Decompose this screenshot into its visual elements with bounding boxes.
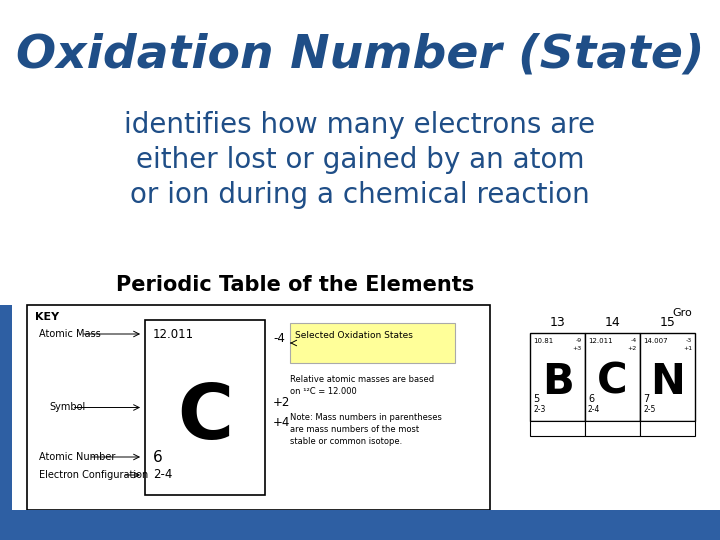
Text: +2: +2 [628, 346, 637, 350]
Text: 7: 7 [643, 394, 649, 404]
Text: Atomic Number: Atomic Number [39, 452, 115, 462]
Bar [640, 421, 695, 436]
Text: 15: 15 [660, 316, 675, 329]
Text: Periodic Table of the Elements: Periodic Table of the Elements [116, 275, 474, 295]
Text: identifies how many electrons are: identifies how many electrons are [125, 111, 595, 139]
Text: 5: 5 [533, 394, 539, 404]
Text: on ¹²C = 12.000: on ¹²C = 12.000 [290, 387, 356, 396]
Text: -4: -4 [273, 332, 285, 345]
Text: Electron Configuration: Electron Configuration [39, 470, 148, 480]
Text: +4: +4 [273, 416, 290, 429]
Text: Selected Oxidation States: Selected Oxidation States [295, 330, 413, 340]
Text: 2-4: 2-4 [153, 469, 172, 482]
Text: 10.81: 10.81 [533, 338, 553, 344]
Text: C: C [177, 381, 233, 455]
Text: are mass numbers of the most: are mass numbers of the most [290, 425, 419, 434]
Text: KEY: KEY [35, 312, 59, 322]
Text: 6: 6 [588, 394, 594, 404]
Bar [585, 421, 640, 436]
Text: N: N [650, 361, 685, 403]
Text: Atomic Mass: Atomic Mass [39, 329, 101, 339]
Text: +3: +3 [572, 346, 582, 350]
Text: +1: +1 [683, 346, 692, 350]
Text: either lost or gained by an atom: either lost or gained by an atom [136, 146, 584, 174]
Text: 2-5: 2-5 [643, 404, 655, 414]
Bar [0, 305, 12, 510]
Text: C: C [597, 361, 628, 403]
Text: Relative atomic masses are based: Relative atomic masses are based [290, 375, 434, 384]
Text: 6: 6 [153, 449, 163, 464]
Bar [640, 333, 695, 421]
Bar [530, 333, 585, 421]
Text: -3: -3 [685, 339, 692, 343]
Text: +2: +2 [273, 396, 290, 409]
Text: Note: Mass numbers in parentheses: Note: Mass numbers in parentheses [290, 413, 442, 422]
Text: 14.007: 14.007 [643, 338, 667, 344]
Text: 12.011: 12.011 [588, 338, 613, 344]
Text: Symbol: Symbol [49, 402, 85, 413]
Bar [585, 333, 640, 421]
Text: 13: 13 [549, 316, 565, 329]
Text: B: B [541, 361, 573, 403]
Text: 12.011: 12.011 [153, 327, 194, 341]
Text: 2-3: 2-3 [533, 404, 545, 414]
Text: -4: -4 [631, 339, 637, 343]
Text: or ion during a chemical reaction: or ion during a chemical reaction [130, 181, 590, 209]
Text: stable or common isotope.: stable or common isotope. [290, 437, 402, 446]
Bar [27, 305, 490, 510]
Bar [530, 421, 585, 436]
Bar [145, 320, 265, 495]
Text: 14: 14 [605, 316, 621, 329]
Text: Oxidation Number (State): Oxidation Number (State) [16, 32, 704, 78]
Bar [290, 323, 455, 363]
Text: 2-4: 2-4 [588, 404, 600, 414]
Text: -9: -9 [576, 339, 582, 343]
Text: Gro: Gro [672, 308, 692, 318]
Bar [0, 510, 720, 540]
